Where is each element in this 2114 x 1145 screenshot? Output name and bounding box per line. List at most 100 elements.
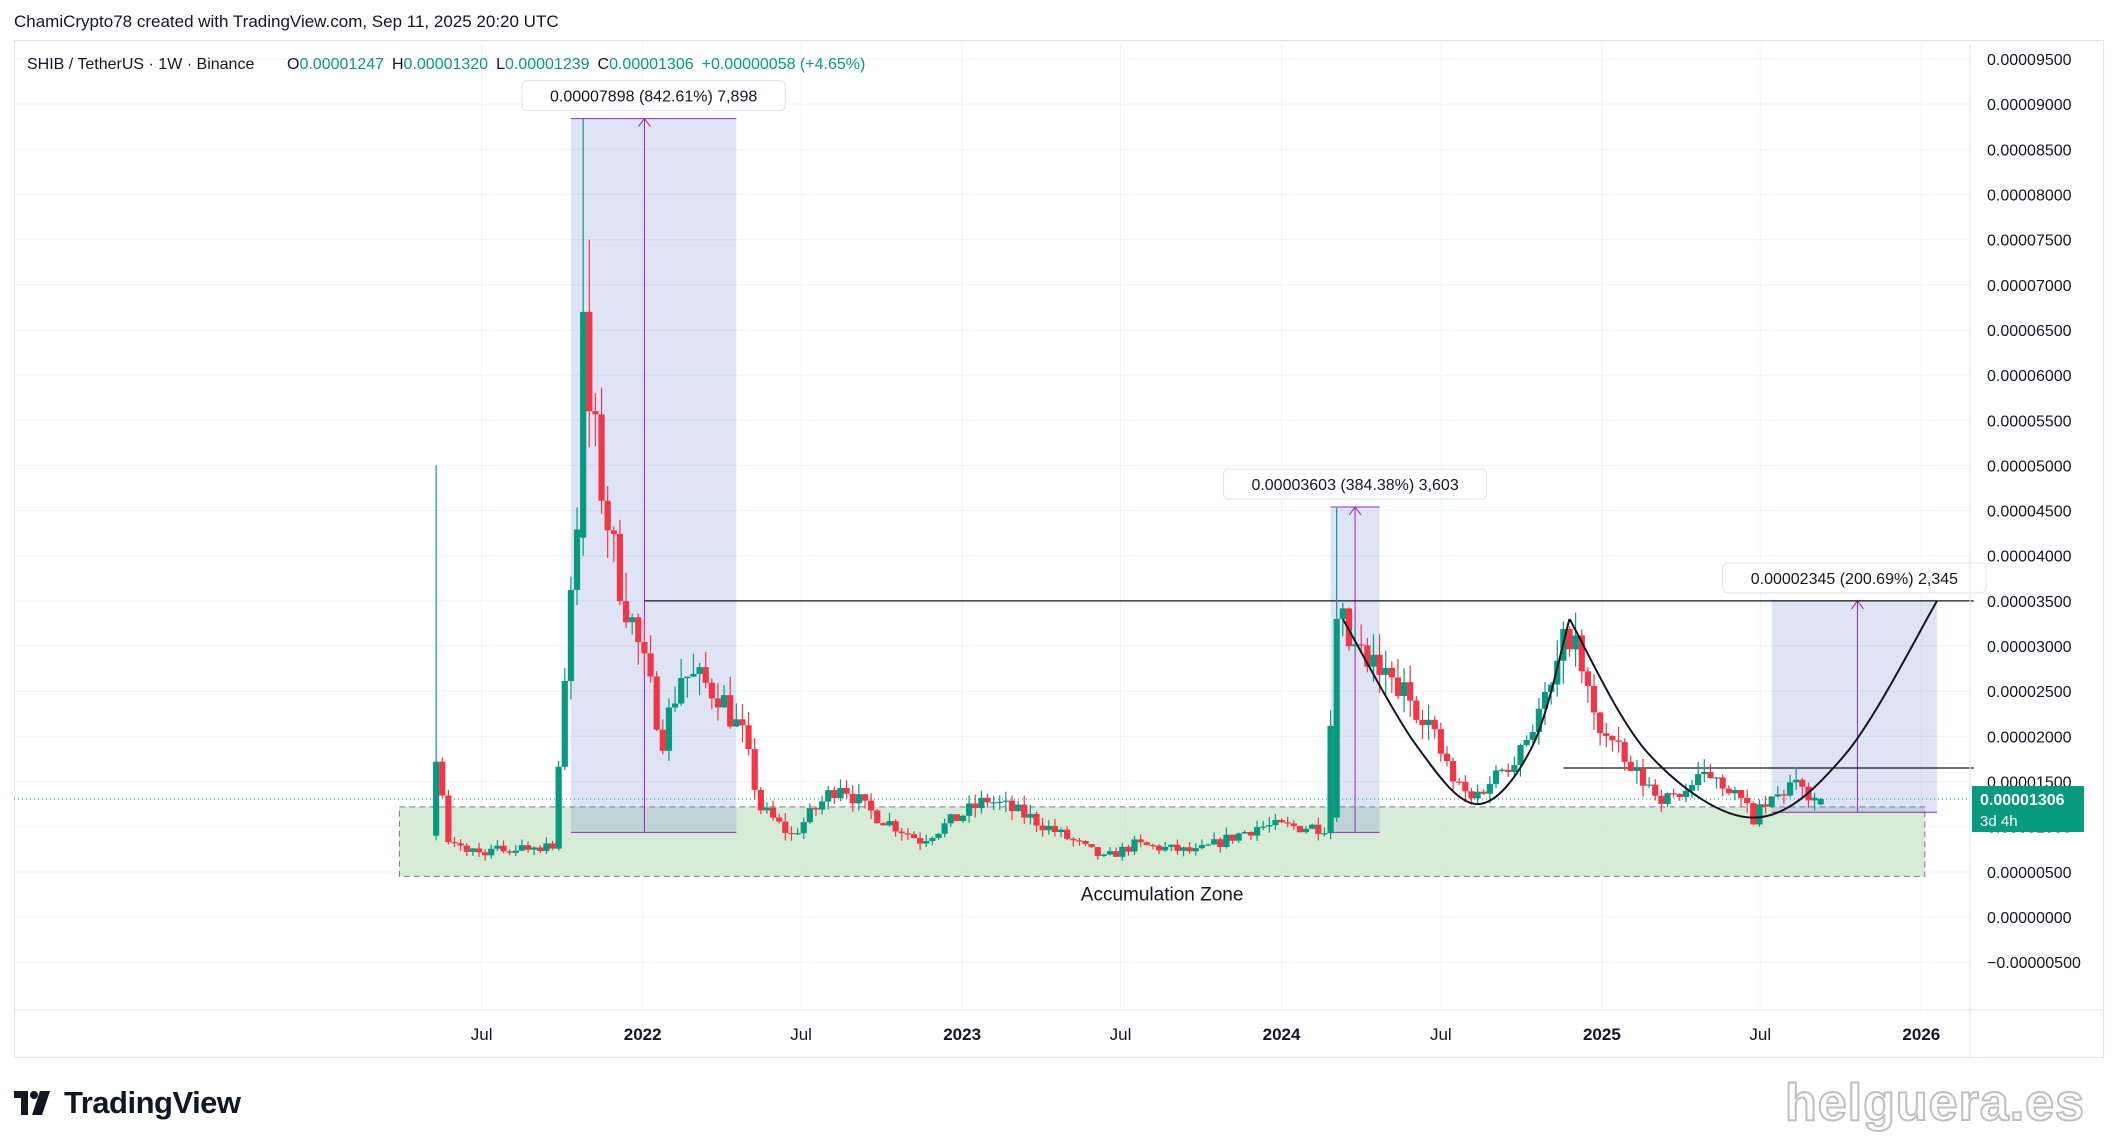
price-range-label-bg [1722,562,1987,594]
candle-body [1682,790,1690,797]
candle-body [868,800,875,811]
chart-caption: ChamiCrypto78 created with TradingView.c… [14,12,559,31]
candle-body [849,793,856,804]
candle-body [953,814,960,822]
legend-symbol: SHIB / TetherUS · 1W · Binance [27,56,254,73]
candle-body [506,851,513,853]
candle-body [1100,854,1108,856]
candle-body [592,411,599,415]
candle-body [531,847,538,850]
price-range-arrowhead [638,117,651,127]
candle-body [898,831,905,834]
cup-curve [1568,600,1938,819]
candle-body [1309,824,1316,829]
candle-body [776,817,783,822]
candle-body [439,761,446,796]
candle-body [1695,774,1702,786]
candle-body [561,680,568,767]
candle-body [1627,761,1634,771]
candle-body [1786,782,1794,796]
x-tick-label: Jul [471,1025,493,1044]
candle-body [1260,826,1267,828]
candle-body [708,682,715,699]
candle-body [972,803,979,809]
candle-body [1229,834,1236,841]
candle-body [1646,784,1653,786]
y-tick-label: 0.00009000 [1987,97,2072,114]
candle-body [555,766,562,849]
y-tick-label: 0.00006000 [1987,368,2072,385]
candle-body [1302,828,1310,833]
price-range-box [1771,600,1938,813]
candle-body [751,749,758,790]
candle-body [1554,660,1561,685]
candle-body [910,834,918,839]
candle-body [1057,829,1065,832]
candle-body [1541,691,1549,709]
candle-body [567,589,575,681]
candle-body [433,761,440,836]
y-tick-label: −0.00000500 [1987,955,2081,972]
price-range-label: 0.00007898 (842.61%) 7,898 [521,80,786,112]
candle-body [690,673,697,677]
range-labels: 0.00007898 (842.61%) 7,898 0.00003603 (38… [521,80,1987,594]
candle-body [1676,793,1683,797]
candle-body [1272,820,1279,826]
y-tick-label: 0.00000000 [1987,910,2072,927]
candle-body [1731,789,1739,794]
candle-body [451,842,458,844]
candle-body [1499,769,1506,771]
candle-body [1051,825,1058,832]
candle-body [818,801,826,810]
candle-body [684,676,691,679]
tradingview-logo[interactable]: TradingView [14,1085,241,1121]
candle-body [1762,804,1769,807]
price-range-label-bg [1222,468,1488,500]
candle-body [996,801,1003,803]
candle-body [843,787,850,794]
legend-change: +0.00000058 (+4.65%) [702,56,866,73]
candle-body [917,838,924,844]
price-range-label-text: 0.00002345 (200.69%) 2,345 [1751,571,1958,588]
candle-body [635,617,642,643]
candle-body [543,843,550,852]
x-tick-label: 2026 [1902,1025,1940,1044]
candle-body [727,695,734,727]
candle-body [1780,794,1788,796]
legend-o-label: O [287,56,299,73]
y-tick-label: 0.00006500 [1987,323,2072,340]
candle-body [647,653,654,677]
y-tick-label: 0.00005500 [1987,413,2072,430]
candle-body [990,802,997,804]
y-tick-label: 0.00008000 [1987,187,2072,204]
candle-body [586,311,593,412]
candle-body [1045,825,1052,831]
y-tick-label: 0.00002500 [1987,684,2072,701]
candle-body [1768,796,1775,807]
candle-body [794,833,801,835]
candle-body [616,533,624,602]
candle-body [1750,803,1757,825]
last-price-badge: 0.00001306 3d 4h [1972,786,2084,833]
legend-c: 0.00001306 [609,56,694,73]
candle-body [1339,608,1346,619]
candle-body [1358,644,1365,646]
candle-body [941,823,948,834]
candle-body [831,790,838,799]
candle-body [1793,779,1800,783]
candle-body [1535,708,1542,733]
candle-body [1364,645,1371,667]
price-range-label-text: 0.00003603 (384.38%) 3,603 [1251,477,1458,494]
candle-body [1278,820,1285,823]
candle-body [1266,825,1273,827]
candle-body [1113,851,1120,857]
candle-body [1088,843,1095,848]
candle-body [573,529,581,590]
candle-body [702,667,709,683]
candle-body [1584,671,1591,686]
y-tick-label: 0.00004000 [1987,549,2072,566]
legend-l-label: L [496,56,505,73]
candle-body [1566,629,1573,650]
candle-body [1719,777,1726,789]
